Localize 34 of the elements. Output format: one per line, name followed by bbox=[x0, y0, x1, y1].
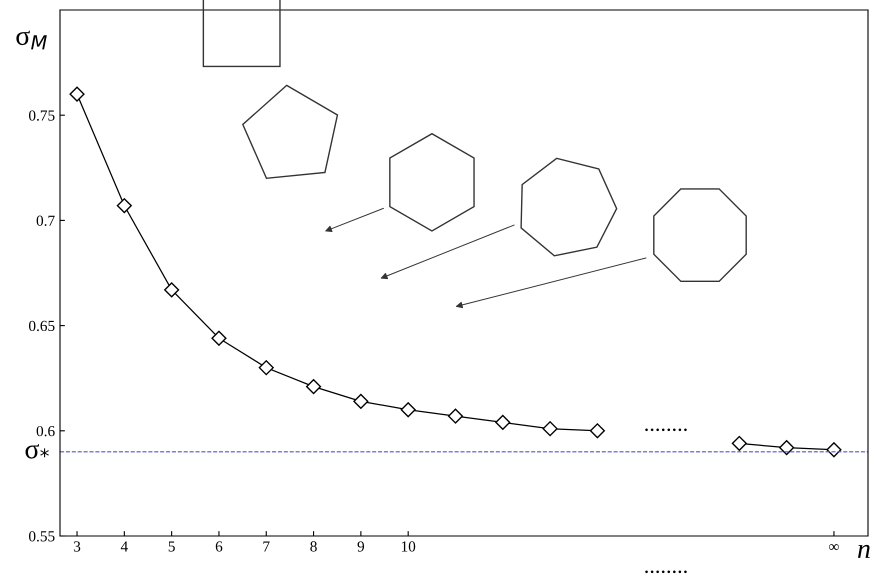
point bbox=[211, 330, 227, 346]
x-tick-label: 9 bbox=[358, 541, 364, 552]
x-axis-title: n bbox=[858, 544, 870, 558]
point bbox=[353, 394, 368, 409]
point bbox=[400, 402, 416, 418]
point bbox=[448, 408, 464, 424]
y-tick-label: 0.55 bbox=[28, 531, 55, 542]
point bbox=[116, 198, 132, 214]
point bbox=[590, 423, 605, 438]
y-tick-label: 0.75 bbox=[28, 110, 55, 121]
x-tick-label: 8 bbox=[310, 541, 317, 552]
x-tick-label: 3 bbox=[74, 541, 80, 552]
x-tick-label: 10 bbox=[402, 541, 416, 552]
y-tick-label: 0.6 bbox=[36, 426, 55, 436]
point bbox=[779, 440, 794, 456]
point bbox=[164, 282, 180, 298]
point bbox=[495, 414, 510, 430]
x-tick-label: 5 bbox=[168, 541, 175, 552]
text: ........ bbox=[645, 570, 687, 574]
point bbox=[306, 379, 322, 394]
y-axis-title: σ$_{M}$ bbox=[16, 30, 47, 50]
point bbox=[542, 421, 558, 436]
y-tick-label: 0.65 bbox=[28, 320, 55, 332]
y-tick-label: 0.7 bbox=[36, 216, 55, 226]
x-tick-label: 7 bbox=[263, 541, 270, 552]
annotation: ........ bbox=[645, 428, 687, 432]
x-tick-label: 4 bbox=[120, 541, 128, 552]
point bbox=[69, 86, 85, 102]
x-tick-label: ∞ bbox=[829, 544, 839, 550]
point bbox=[826, 442, 842, 458]
ref-line-label: σ$_{*}$ bbox=[26, 444, 49, 459]
point bbox=[732, 436, 747, 451]
x-tick-label: 6 bbox=[216, 541, 222, 552]
point bbox=[258, 360, 274, 376]
